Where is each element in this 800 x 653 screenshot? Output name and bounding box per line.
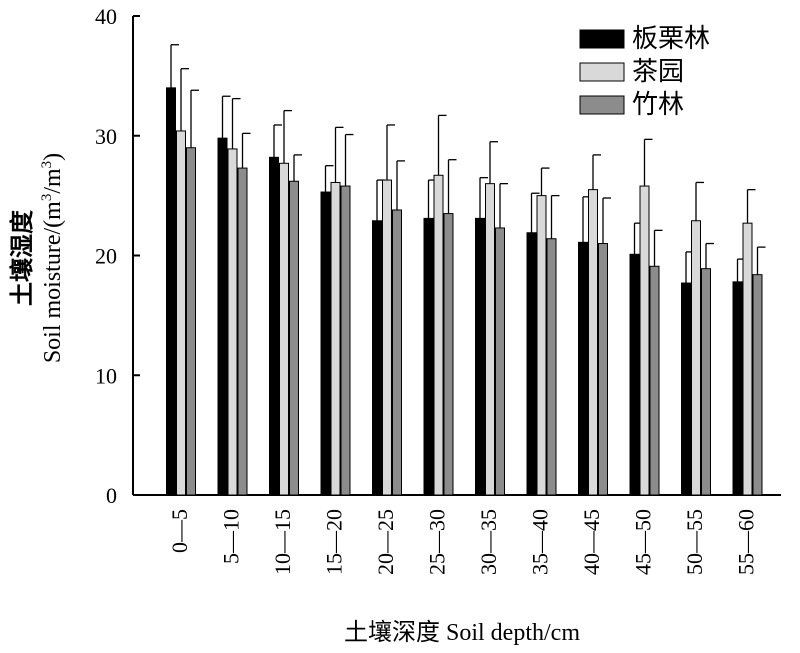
bar	[330, 181, 341, 496]
x-tick-label: 10—15	[270, 509, 295, 575]
bar	[382, 179, 392, 496]
bar	[443, 213, 454, 496]
y-axis-title-sup2: 3	[39, 161, 55, 169]
bar	[742, 222, 753, 496]
bar	[176, 130, 186, 496]
y-axis-title: 土壤湿度 Soil moisture/(m3/m3)	[8, 153, 66, 363]
bar	[732, 281, 743, 496]
x-tick-label: 55—60	[734, 509, 759, 575]
legend-swatch	[579, 62, 625, 82]
y-tick-label: 20	[95, 244, 117, 269]
bar	[372, 220, 382, 496]
x-axis-title: 土壤深度 Soil depth/cm	[344, 619, 580, 646]
legend-label: 茶园	[632, 57, 684, 86]
x-tick-labels: 0—5 5—10 10—15 15—20 20—25 25—30 30—35 35—40 40—…	[167, 509, 759, 575]
bar	[485, 183, 495, 496]
bar	[227, 148, 238, 496]
bar	[588, 189, 598, 496]
bar	[681, 282, 691, 496]
bar	[269, 156, 279, 496]
y-axis-title-chinese: 土壤湿度	[8, 209, 36, 306]
bar	[217, 137, 228, 496]
bar	[320, 191, 331, 496]
y-axis-title-english: Soil moisture/(m3/m3)	[39, 153, 66, 363]
legend-label: 板栗林	[632, 24, 710, 53]
x-tick-label: 20—25	[373, 509, 398, 575]
bars	[166, 44, 766, 496]
bar	[423, 217, 434, 496]
y-axis-title-sup1: 3	[39, 194, 55, 202]
y-tick-label: 0	[106, 483, 117, 508]
x-tick-label: 15—20	[322, 509, 347, 575]
y-axis-title-part3: )	[40, 153, 66, 161]
bar	[279, 162, 289, 496]
y-axis-title-part1: Soil moisture/(m	[40, 201, 66, 363]
bar	[546, 238, 557, 496]
bar	[186, 147, 196, 496]
x-tick-label: 30—35	[476, 509, 501, 575]
bar	[649, 265, 660, 496]
bar	[536, 195, 547, 496]
bar	[392, 209, 402, 496]
bar	[289, 180, 299, 496]
y-tick-label: 10	[95, 363, 117, 388]
legend-swatch	[579, 29, 625, 49]
legend-swatch	[579, 95, 625, 115]
bar	[237, 167, 248, 496]
y-axis-title-part2: /m	[40, 168, 66, 194]
bar	[166, 87, 176, 496]
bar	[526, 232, 537, 496]
y-tick-label: 30	[95, 124, 117, 149]
legend-label: 竹林	[632, 90, 684, 119]
bar	[629, 253, 640, 496]
x-tick-label: 5—10	[219, 509, 244, 564]
x-tick-label: 25—30	[425, 509, 450, 575]
bar	[578, 241, 588, 496]
x-tick-label: 45—50	[631, 509, 656, 575]
bar	[691, 220, 701, 496]
x-tick-label: 40—45	[579, 509, 604, 575]
bar	[598, 243, 608, 496]
bar	[639, 185, 650, 496]
bar	[701, 268, 711, 496]
bar	[340, 185, 351, 496]
y-tick-label: 40	[95, 4, 117, 29]
x-tick-label: 0—5	[167, 509, 192, 553]
bar	[752, 274, 763, 496]
bar	[495, 227, 505, 496]
bar	[475, 217, 485, 496]
bar	[433, 174, 444, 496]
x-tick-label: 50—55	[682, 509, 707, 575]
x-tick-label: 35—40	[528, 509, 553, 575]
